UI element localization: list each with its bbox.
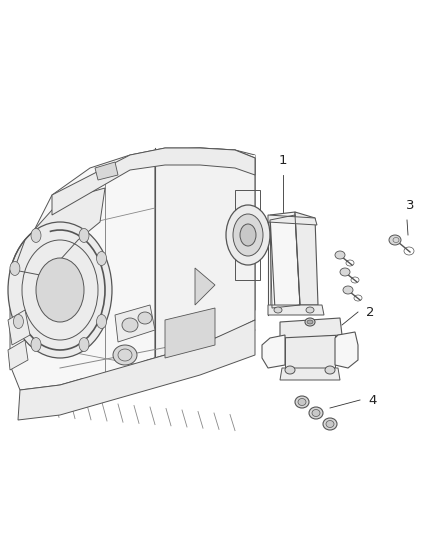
Polygon shape — [195, 268, 215, 305]
Polygon shape — [115, 305, 155, 342]
Ellipse shape — [10, 262, 20, 276]
Ellipse shape — [14, 314, 23, 328]
Ellipse shape — [226, 205, 270, 265]
Ellipse shape — [309, 407, 323, 419]
Ellipse shape — [325, 366, 335, 374]
Polygon shape — [52, 148, 255, 215]
Ellipse shape — [79, 337, 89, 352]
Polygon shape — [270, 212, 300, 310]
Ellipse shape — [340, 268, 350, 276]
Ellipse shape — [274, 307, 282, 313]
Ellipse shape — [31, 229, 41, 243]
Polygon shape — [276, 220, 298, 305]
Ellipse shape — [31, 337, 41, 352]
Polygon shape — [280, 368, 340, 380]
Polygon shape — [155, 148, 255, 358]
Ellipse shape — [323, 418, 337, 430]
Ellipse shape — [307, 320, 313, 324]
Ellipse shape — [343, 286, 353, 294]
Ellipse shape — [326, 421, 334, 427]
Polygon shape — [335, 332, 358, 368]
Polygon shape — [95, 162, 118, 180]
Text: 4: 4 — [368, 393, 376, 407]
Ellipse shape — [36, 258, 84, 322]
Ellipse shape — [138, 312, 152, 324]
Ellipse shape — [240, 224, 256, 246]
Ellipse shape — [96, 252, 106, 265]
Polygon shape — [280, 318, 342, 338]
Polygon shape — [60, 155, 255, 385]
Text: 1: 1 — [279, 154, 287, 167]
Ellipse shape — [335, 251, 345, 259]
Polygon shape — [268, 305, 324, 315]
Polygon shape — [262, 335, 285, 368]
Ellipse shape — [305, 318, 315, 326]
Polygon shape — [18, 320, 255, 420]
Polygon shape — [14, 188, 105, 275]
Ellipse shape — [79, 229, 89, 243]
Polygon shape — [285, 335, 335, 368]
Polygon shape — [8, 310, 30, 345]
Ellipse shape — [233, 214, 263, 256]
Ellipse shape — [389, 235, 401, 245]
Ellipse shape — [312, 409, 320, 416]
Ellipse shape — [8, 222, 112, 358]
Polygon shape — [8, 340, 28, 370]
Text: 3: 3 — [406, 199, 414, 212]
Ellipse shape — [295, 396, 309, 408]
Ellipse shape — [96, 314, 106, 328]
Polygon shape — [165, 308, 215, 358]
Polygon shape — [10, 148, 255, 390]
Ellipse shape — [113, 345, 137, 365]
Ellipse shape — [285, 366, 295, 374]
Ellipse shape — [122, 318, 138, 332]
Polygon shape — [295, 212, 318, 305]
Ellipse shape — [298, 399, 306, 406]
Text: 2: 2 — [366, 305, 374, 319]
Polygon shape — [268, 215, 317, 225]
Ellipse shape — [306, 307, 314, 313]
